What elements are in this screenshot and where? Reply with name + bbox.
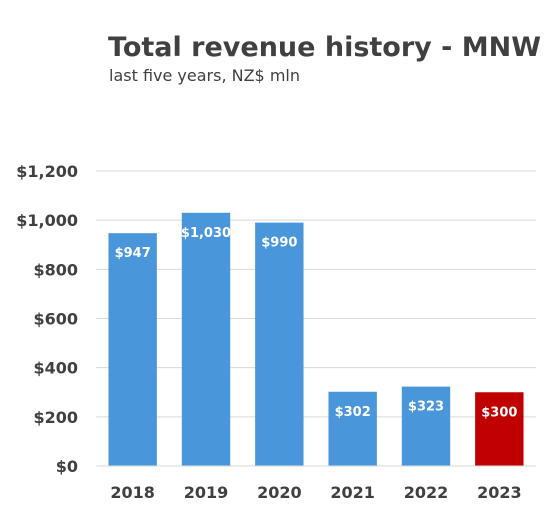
bar-2022 — [401, 386, 451, 466]
y-tick-label: $600 — [33, 310, 78, 329]
y-tick-label: $200 — [33, 408, 78, 427]
data-label: $302 — [335, 405, 371, 420]
data-label: $990 — [261, 236, 297, 251]
data-label: $300 — [481, 405, 517, 420]
bar-2023 — [475, 392, 524, 466]
x-tick-label: 2018 — [110, 483, 155, 502]
bar-2019 — [181, 212, 231, 466]
y-tick-label: $800 — [33, 260, 78, 279]
data-label: $947 — [115, 246, 151, 261]
y-tick-label: $1,200 — [16, 162, 78, 181]
x-tick-label: 2023 — [477, 483, 522, 502]
data-label: $1,030 — [181, 226, 231, 241]
x-tick-label: 2021 — [330, 483, 375, 502]
bar-2021 — [328, 391, 377, 466]
y-tick-label: $400 — [33, 359, 78, 378]
x-tick-label: 2019 — [184, 483, 229, 502]
chart-subtitle: last five years, NZ$ mln — [109, 66, 300, 85]
x-tick-label: 2020 — [257, 483, 302, 502]
y-tick-label: $1,000 — [16, 211, 78, 230]
bar-2020 — [255, 222, 304, 466]
chart-title: Total revenue history - MNW — [108, 32, 542, 63]
bar-2018 — [108, 233, 157, 466]
y-tick-label: $0 — [56, 457, 78, 476]
x-tick-label: 2022 — [404, 483, 449, 502]
data-label: $323 — [408, 400, 444, 415]
